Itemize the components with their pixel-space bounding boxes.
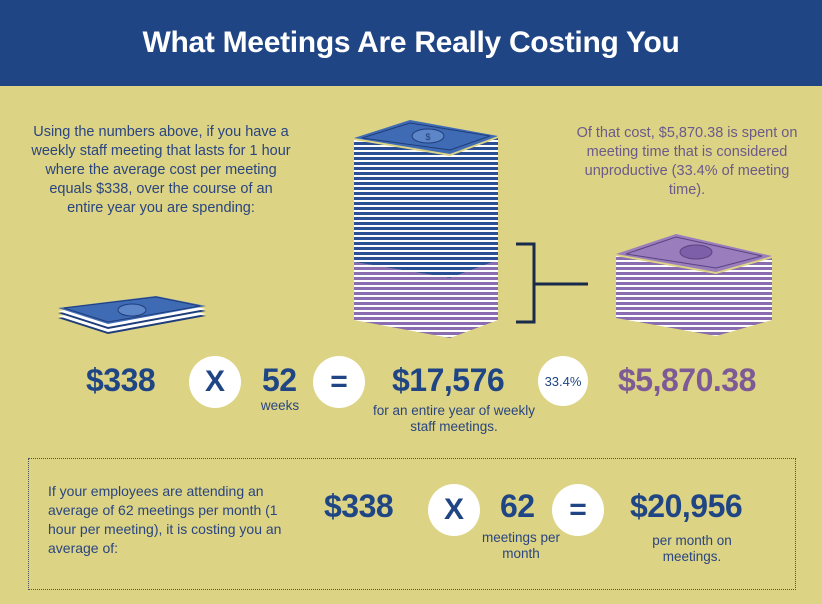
yearly-total-label: for an entire year of weekly staff meeti… xyxy=(372,403,536,434)
monthly-times-symbol: X xyxy=(428,484,480,536)
weeks-label: weeks xyxy=(260,398,300,413)
bracket-connector-icon xyxy=(516,242,588,324)
unproductive-text: Of that cost, $5,870.38 is spent on meet… xyxy=(576,125,798,198)
monthly-total-label: per month on meetings. xyxy=(652,533,732,564)
page-title: What Meetings Are Really Costing You xyxy=(142,26,680,59)
svg-text:$: $ xyxy=(425,132,430,142)
monthly-total-value: $20,956 xyxy=(630,488,743,524)
purple-money-stack-icon xyxy=(616,234,772,336)
times-symbol: X xyxy=(189,356,241,408)
tall-money-stack-icon: $ xyxy=(354,120,498,338)
yearly-cost-value: $338 xyxy=(86,362,156,398)
monthly-cost-value: $338 xyxy=(324,488,394,524)
intro-text: Using the numbers above, if you have a w… xyxy=(31,124,291,216)
percent-badge: 33.4% xyxy=(538,356,588,406)
header-bar: What Meetings Are Really Costing You xyxy=(0,0,822,86)
weeks-value: 52 xyxy=(262,362,297,398)
meetings-label: meetings per month xyxy=(481,530,561,561)
yearly-total-value: $17,576 xyxy=(392,362,505,398)
meetings-value: 62 xyxy=(500,488,535,524)
monthly-cost-box xyxy=(28,458,796,590)
money-stack-icon xyxy=(58,296,206,334)
equals-symbol: = xyxy=(313,356,365,408)
monthly-text: If your employees are attending an avera… xyxy=(48,483,282,556)
unproductive-amount-value: $5,870.38 xyxy=(618,362,756,398)
monthly-equals-symbol: = xyxy=(552,484,604,536)
